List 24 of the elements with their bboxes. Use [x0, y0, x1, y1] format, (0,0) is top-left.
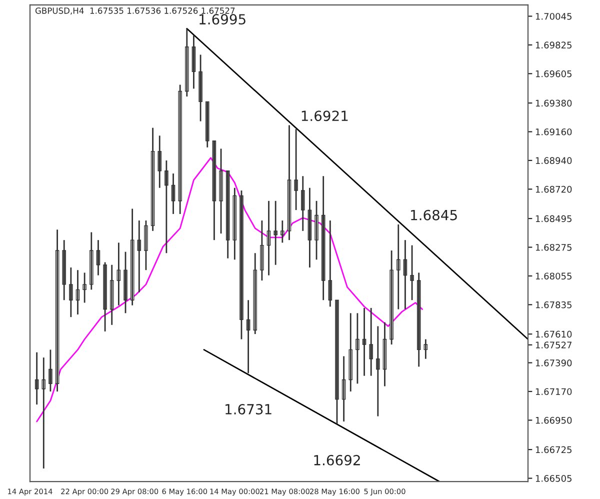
annotation: 1.6995 — [200, 14, 246, 25]
y-tick-label: 1.66505 — [536, 475, 572, 482]
y-tick-label: 1.68720 — [536, 186, 572, 193]
y-tick-label: 1.68055 — [536, 272, 572, 280]
y-tick-label: 1.66725 — [536, 446, 572, 454]
y-tick-label: 1.66950 — [536, 416, 572, 424]
y-tick-label: 1.69380 — [536, 100, 572, 107]
y-tick-label: 1.67527 — [536, 342, 572, 348]
annotation: 1.6731 — [226, 404, 272, 415]
y-tick-label: 1.68495 — [536, 215, 572, 222]
annotation: 1.6921 — [302, 110, 348, 122]
y-tick-label: 1.69160 — [536, 128, 572, 136]
annotation: 1.6692 — [314, 454, 360, 466]
chart-title: GBPUSD,H4 1.67535 1.67536 1.67526 1.67527 — [35, 8, 235, 15]
y-tick-label: 1.67390 — [536, 359, 572, 366]
y-tick-label: 1.69825 — [536, 42, 572, 48]
y-tick-label: 1.68275 — [536, 244, 572, 251]
annotation: 1.6845 — [411, 210, 457, 220]
y-tick-label: 1.67835 — [536, 301, 572, 308]
y-tick-label: 1.70045 — [536, 12, 572, 20]
y-tick-label: 1.68940 — [536, 157, 572, 164]
y-tick-label: 1.67170 — [536, 388, 572, 396]
y-tick-label: 1.69605 — [536, 70, 572, 78]
y-tick-label: 1.67610 — [536, 330, 572, 338]
